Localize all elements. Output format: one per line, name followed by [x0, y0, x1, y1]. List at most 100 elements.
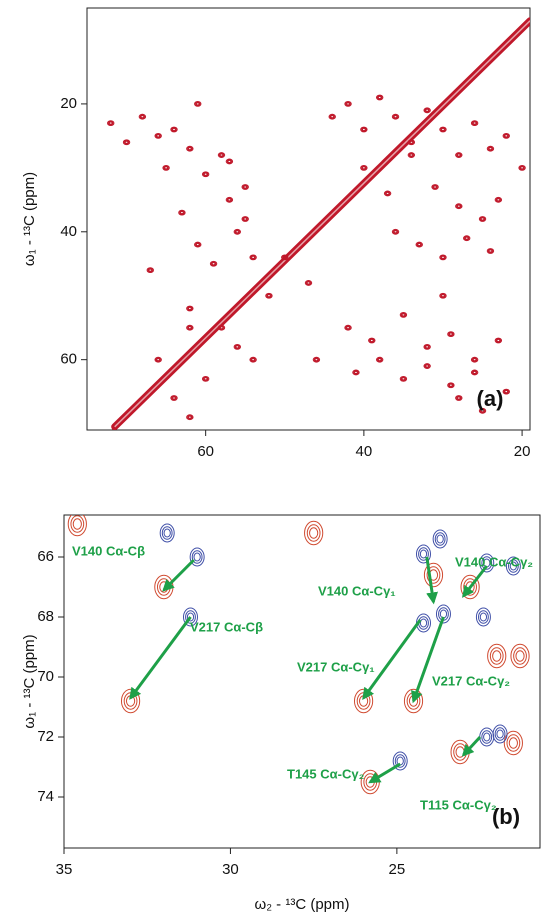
- peak: [375, 356, 384, 363]
- contour-level: [159, 523, 175, 543]
- peak: [360, 164, 368, 171]
- peak: [368, 337, 376, 344]
- peak: [455, 152, 463, 158]
- contour-level: [266, 293, 272, 298]
- peak: [225, 158, 234, 165]
- peak: [439, 254, 447, 261]
- contour-level: [479, 408, 486, 413]
- contour-level: [243, 185, 248, 189]
- contour-level: [123, 140, 130, 145]
- contour-level: [344, 324, 352, 331]
- contour-level: [241, 216, 249, 222]
- contour-level: [146, 267, 154, 274]
- contour-level: [250, 255, 256, 260]
- peak: [122, 139, 131, 146]
- contour-level: [472, 370, 477, 375]
- contour-level: [447, 331, 455, 337]
- contour-level: [494, 727, 506, 741]
- contour-level: [456, 396, 461, 400]
- contour-level: [436, 534, 444, 544]
- contour-level: [148, 268, 153, 272]
- y-tick-label: 66: [37, 548, 54, 565]
- contour-level: [361, 166, 366, 170]
- annotation-arrow: [461, 735, 482, 757]
- peak: [518, 164, 526, 171]
- annotation-arrow: [368, 762, 401, 784]
- contour-level: [330, 115, 335, 119]
- peak: [463, 235, 471, 242]
- contour-level: [235, 345, 240, 349]
- contour-level: [361, 127, 366, 132]
- contour-level: [187, 415, 192, 419]
- contour-level: [170, 126, 178, 133]
- contour-level: [187, 147, 192, 151]
- y-axis-label: ω₁ - ¹³C (ppm): [21, 172, 38, 266]
- contour-level: [250, 357, 256, 362]
- peak: [352, 369, 360, 376]
- x-tick-label: 40: [356, 443, 373, 460]
- contour-level: [234, 344, 241, 350]
- peak: [201, 171, 210, 178]
- peak: [415, 241, 423, 248]
- contour-level: [383, 190, 392, 197]
- annotation-label: V140 Cα-Cγ₁: [318, 583, 396, 598]
- peak: [249, 254, 257, 261]
- contour-level: [352, 369, 360, 376]
- plot-frame: [63, 514, 541, 849]
- contour-level: [312, 356, 321, 363]
- contour-level: [251, 358, 256, 362]
- contour-level: [439, 254, 447, 261]
- contour-level: [441, 255, 445, 259]
- x-tick-label: 35: [56, 861, 73, 878]
- contour-level: [519, 165, 525, 171]
- contour-level: [233, 228, 242, 235]
- contour-level: [384, 191, 391, 196]
- peak: [415, 544, 431, 564]
- contour-level: [70, 515, 85, 533]
- contour-level: [241, 184, 249, 190]
- contour-level: [439, 126, 447, 133]
- contour-level: [147, 267, 154, 273]
- contour-level: [344, 101, 352, 107]
- contour-level: [440, 293, 446, 298]
- annotation-label: V217 Cα-Cβ: [190, 619, 263, 634]
- peak: [186, 305, 194, 312]
- contour-level: [478, 216, 487, 222]
- contour-level: [423, 107, 431, 114]
- contour-level: [496, 729, 504, 739]
- peak: [146, 267, 154, 274]
- peak: [186, 145, 194, 152]
- contour-level: [306, 281, 311, 285]
- peak: [217, 324, 226, 331]
- contour-level: [385, 191, 390, 196]
- peak: [383, 190, 392, 197]
- contour-level: [354, 370, 358, 375]
- contour-level: [494, 196, 503, 203]
- contour-level: [509, 561, 518, 571]
- peak: [487, 643, 507, 669]
- contour-level: [154, 132, 162, 139]
- contour-level: [463, 236, 470, 241]
- contour-level: [415, 241, 423, 248]
- contour-level: [346, 326, 350, 330]
- contour-level: [314, 358, 319, 362]
- contour-level: [170, 395, 178, 401]
- contour-level: [282, 255, 287, 259]
- contour-level: [172, 396, 176, 400]
- contour-level: [329, 114, 335, 119]
- contour-level: [195, 102, 200, 106]
- y-tick-label: 40: [60, 223, 77, 240]
- contour-level: [407, 139, 416, 146]
- contour-level: [418, 547, 429, 561]
- contour-level: [162, 164, 170, 171]
- peak: [328, 113, 336, 120]
- contour-level: [163, 528, 171, 538]
- contour-level: [416, 242, 422, 247]
- peak: [233, 343, 242, 350]
- contour-level: [435, 604, 451, 624]
- contour-level: [426, 566, 441, 584]
- contour-level: [305, 280, 312, 286]
- peak: [455, 203, 463, 210]
- contour-level: [375, 94, 384, 101]
- peak: [154, 356, 162, 363]
